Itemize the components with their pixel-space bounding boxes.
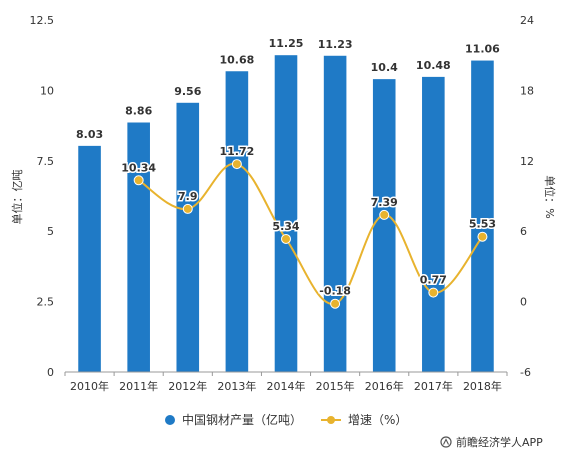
line-value-label-halo: 0.77 (420, 274, 447, 287)
line-value-label: 7.9 (178, 190, 198, 203)
left-tick-label: 2.5 (37, 296, 55, 309)
line-value-label: 5.34 (272, 220, 299, 233)
x-tick-label: 2016年 (365, 379, 404, 393)
line-value-label-halo: -0.18 (319, 285, 351, 298)
line-value-label: 7.39 (371, 196, 398, 209)
line-value-label-halo: 5.34 (272, 220, 299, 233)
line-point (379, 209, 390, 220)
bar (176, 102, 200, 372)
line-value-label-halo: 5.53 (469, 218, 496, 231)
left-axis-title: 单位：亿吨 (10, 170, 24, 225)
axes: 单位：亿吨 单位：% 0 2.5 5 7.5 10 12.5 -6 0 6 12 18 24 2010年… (10, 14, 557, 393)
source-label: 前瞻经济学人APP (456, 435, 543, 449)
left-tick-label: 10 (40, 84, 54, 97)
bar (274, 55, 298, 372)
line-point (477, 231, 488, 242)
left-tick-label: 0 (47, 366, 54, 379)
right-axis-title: 单位：% (543, 175, 557, 218)
legend-line-marker (327, 416, 335, 424)
line-point (330, 298, 341, 309)
x-tick-label: 2013年 (217, 379, 256, 393)
line-value-label-halo: 7.9 (178, 190, 198, 203)
growth-line (138, 162, 484, 305)
bar (225, 71, 249, 373)
right-tick-label: 6 (520, 225, 527, 238)
bar-value-label: 9.56 (174, 85, 201, 98)
source-credit: 前瞻经济学人APP (440, 435, 543, 449)
line-value-label: 11.72 (219, 145, 254, 158)
line-value-label: 10.34 (121, 161, 156, 174)
x-tick-label: 2015年 (316, 379, 355, 393)
legend: 中国钢材产量（亿吨） 增速（%） (165, 412, 407, 427)
line-point (231, 159, 242, 170)
data-labels: 8.03 8.86 9.56 10.68 11.25 11.23 10.4 10.48 11.0… (76, 37, 500, 299)
line-value-label-halo: 11.72 (219, 145, 254, 158)
x-tick-label: 2018年 (463, 379, 502, 393)
bar-value-label: 8.86 (125, 105, 152, 118)
right-tick-label: 0 (520, 296, 527, 309)
bar-value-label: 10.68 (219, 53, 254, 66)
bar (323, 55, 347, 373)
right-tick-label: 18 (520, 84, 534, 97)
line-series (133, 159, 488, 309)
source-logo-mark (443, 438, 449, 445)
legend-bar-swatch (165, 415, 175, 425)
x-tick-label: 2010年 (70, 379, 109, 393)
bar-value-label: 10.48 (416, 59, 451, 72)
x-tick-label: 2017年 (414, 379, 453, 393)
line-value-label-halo: 10.34 (121, 161, 156, 174)
x-tick-label: 2011年 (119, 379, 158, 393)
right-tick-label: 24 (520, 14, 534, 27)
bar (471, 60, 494, 372)
bar (127, 122, 150, 372)
bar-series (78, 55, 494, 373)
legend-bar-label: 中国钢材产量（亿吨） (182, 412, 302, 427)
line-point (281, 233, 291, 244)
left-tick-label: 12.5 (30, 14, 55, 27)
bar-value-label: 8.03 (76, 128, 103, 141)
bar (422, 76, 445, 372)
bar-value-label: 11.25 (269, 37, 304, 50)
bar-value-label: 10.4 (371, 61, 398, 74)
line-point (133, 175, 144, 186)
legend-line-label: 增速（%） (348, 413, 407, 427)
left-tick-label: 7.5 (37, 155, 55, 168)
line-value-label-halo: 7.39 (371, 196, 398, 209)
bar-value-label: 11.06 (465, 43, 500, 56)
left-tick-label: 5 (47, 225, 54, 238)
x-tick-label: 2012年 (168, 379, 207, 393)
line-point (182, 203, 193, 214)
line-value-label: 5.53 (469, 218, 496, 231)
bar (78, 145, 101, 372)
bar (372, 79, 396, 373)
right-tick-label: 12 (520, 155, 534, 168)
line-value-label: 0.77 (420, 274, 447, 287)
x-tick-label: 2014年 (267, 379, 306, 393)
line-point (428, 287, 439, 298)
right-tick-label: -6 (520, 366, 531, 379)
bar-value-label: 11.23 (318, 38, 353, 51)
line-value-label: -0.18 (319, 285, 351, 298)
